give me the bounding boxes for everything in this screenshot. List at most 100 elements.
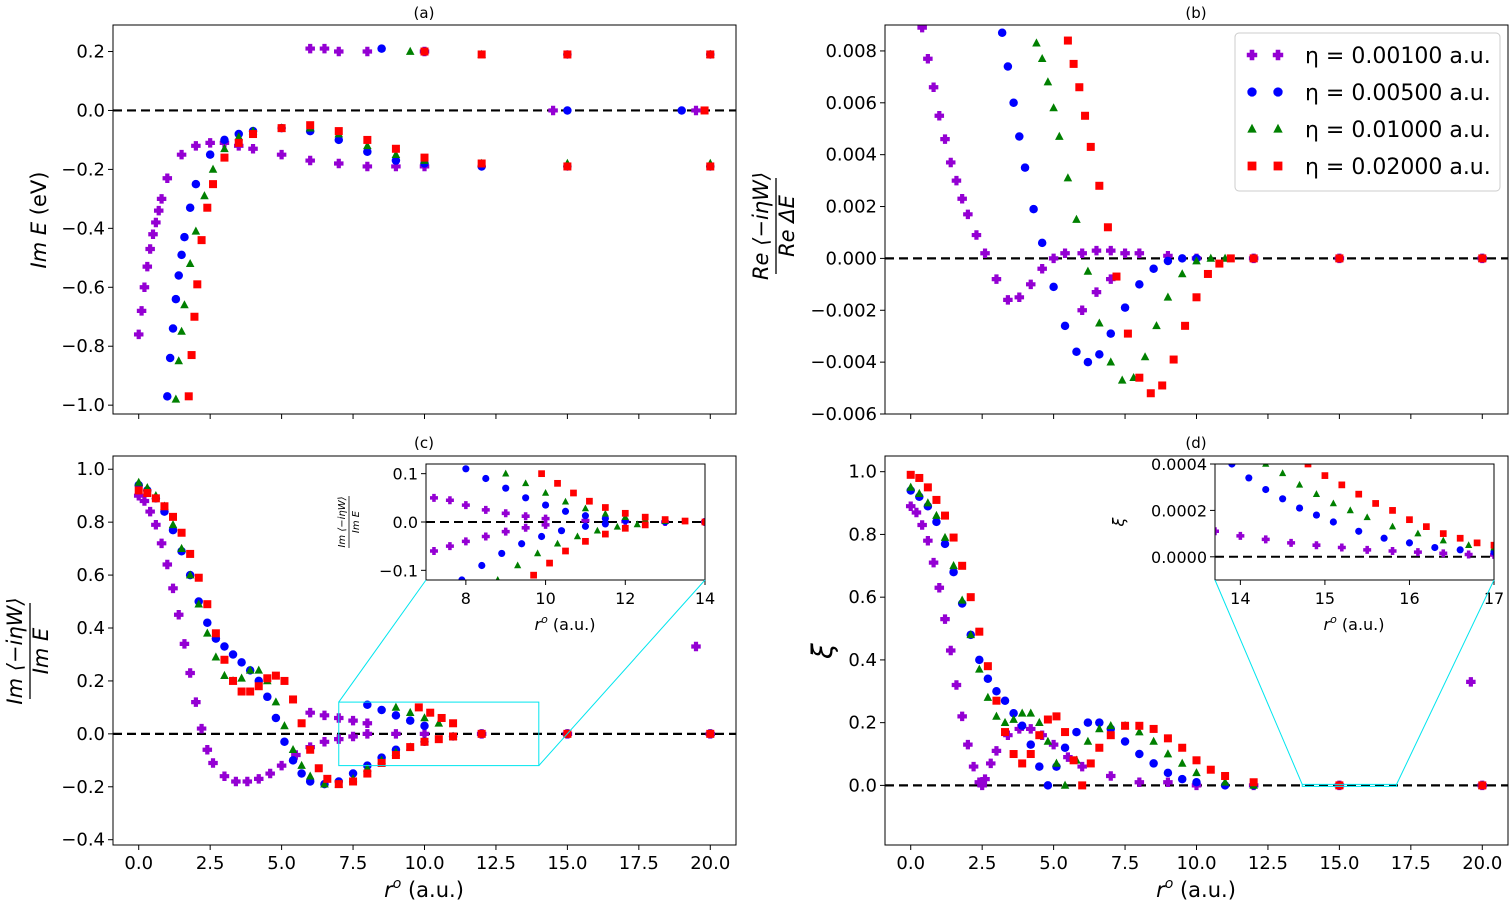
data-point — [265, 768, 275, 779]
data-point — [1009, 708, 1018, 718]
data-point — [165, 353, 175, 363]
data-point — [196, 723, 207, 734]
y-tick-label: 0.2 — [76, 671, 105, 692]
data-point — [957, 194, 967, 204]
data-point — [1439, 530, 1447, 537]
data-point — [1431, 543, 1439, 552]
data-point — [570, 489, 577, 497]
data-point — [1295, 504, 1304, 512]
data-point — [362, 46, 373, 57]
data-point — [348, 731, 358, 742]
data-point — [1355, 490, 1363, 498]
data-point — [462, 465, 470, 473]
data-point — [362, 161, 373, 172]
data-point — [1177, 269, 1187, 278]
data-point — [1003, 62, 1013, 71]
data-point — [477, 50, 486, 59]
data-point — [951, 175, 962, 186]
inset-c-ylabel: Im ⟨−iηW⟩ Im E — [337, 496, 362, 548]
data-point — [145, 244, 155, 254]
data-point — [190, 312, 199, 321]
data-point — [706, 50, 715, 59]
data-point — [263, 674, 272, 683]
data-point — [1106, 357, 1116, 366]
data-point — [220, 144, 229, 153]
data-point — [905, 501, 916, 511]
data-point — [177, 326, 186, 335]
data-point — [363, 769, 372, 778]
data-point — [980, 774, 990, 784]
data-point — [1414, 529, 1422, 537]
data-point — [174, 356, 184, 365]
data-point — [1329, 518, 1337, 526]
data-point — [191, 141, 201, 151]
data-point — [291, 750, 301, 760]
data-point — [1060, 780, 1070, 789]
data-point — [391, 149, 401, 158]
data-point — [1413, 548, 1422, 557]
panel-a: (a) 0.2 0.0 −0.2 −0.4 −0.6 −0.8 −1.0 Im E (eV) — [27, 4, 737, 419]
data-point — [1120, 248, 1130, 258]
panel-c-ylabel-denominator: Im E — [29, 627, 53, 674]
legend-frame — [1234, 32, 1501, 192]
data-point — [974, 777, 985, 788]
data-point — [1149, 724, 1158, 733]
data-point — [1032, 38, 1041, 47]
data-point — [1321, 472, 1329, 479]
data-point — [1279, 495, 1287, 503]
data-point — [1083, 357, 1093, 367]
data-point — [1037, 238, 1047, 248]
x-tick-label: 14 — [695, 589, 715, 608]
data-point — [1009, 750, 1018, 759]
y-tick-label: 0.0000 — [1151, 548, 1207, 567]
data-point — [1478, 781, 1487, 790]
data-point — [177, 528, 186, 537]
data-point — [237, 658, 246, 667]
series-1 — [1228, 464, 1494, 556]
panel-c: (c) 1.0 0.8 0.6 0.4 0.2 0.0 −0.2 −0.4 0.0 2.5 5.0 7… — [3, 434, 737, 902]
data-point — [203, 618, 212, 627]
data-point — [1055, 131, 1064, 140]
data-point — [1095, 318, 1104, 327]
data-point — [1106, 771, 1116, 781]
y-tick-label: 0.1 — [393, 465, 418, 484]
data-point — [1112, 272, 1121, 281]
data-point — [176, 149, 187, 160]
x-tick-label: 0.0 — [896, 853, 925, 874]
data-point — [928, 557, 939, 568]
y-tick-label: 0.4 — [848, 650, 877, 671]
data-point — [1069, 59, 1078, 68]
data-point — [205, 150, 215, 159]
data-point — [449, 732, 458, 741]
data-point — [538, 532, 546, 541]
panel-b: (b) 0.008 0.006 0.004 0.002 0.000 −0.002 −0.00… — [749, 4, 1509, 425]
data-point — [1077, 761, 1087, 772]
data-point — [139, 282, 150, 293]
data-point — [1106, 329, 1116, 338]
data-point — [1106, 245, 1116, 256]
data-point — [1015, 132, 1024, 141]
data-point — [1018, 759, 1027, 768]
legend-label: η = 0.02000 a.u. — [1305, 155, 1491, 180]
data-point — [1048, 253, 1059, 264]
data-point — [1017, 721, 1027, 731]
panel-c-plot: 1.0 0.8 0.6 0.4 0.2 0.0 −0.2 −0.4 0.0 2.5 5.0 7.5 10… — [61, 459, 736, 874]
data-point — [495, 576, 500, 580]
data-point — [975, 655, 984, 665]
data-point — [220, 670, 229, 679]
data-point — [966, 630, 976, 639]
data-point — [136, 306, 147, 316]
data-point — [1388, 547, 1397, 555]
data-point — [1000, 717, 1010, 726]
panel-b-plot: 0.008 0.006 0.004 0.002 0.000 −0.002 −0.004 −0.… — [810, 25, 1508, 425]
data-point — [171, 394, 181, 403]
data-point — [701, 518, 705, 526]
data-point — [1192, 768, 1201, 777]
data-point — [945, 157, 956, 168]
data-point — [377, 758, 386, 767]
y-tick-label: −0.4 — [61, 218, 105, 239]
data-point — [185, 203, 195, 212]
x-tick-label: 15 — [1315, 589, 1335, 608]
x-tick-label: 16 — [1399, 589, 1419, 608]
data-point — [522, 479, 530, 487]
